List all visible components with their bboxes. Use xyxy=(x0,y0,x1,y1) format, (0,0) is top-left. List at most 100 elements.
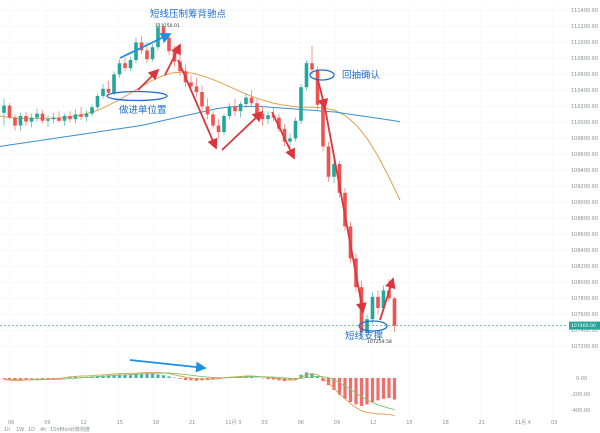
macd-bar xyxy=(332,378,336,390)
candle-body xyxy=(211,114,215,126)
annotation-pullback: 回抽确认 xyxy=(342,69,381,81)
x-tick-label: 21 xyxy=(189,420,195,426)
candle-body xyxy=(106,88,111,93)
y-tick-label: 108400.00 xyxy=(571,248,598,254)
annotation-resistance: 短线压制筹背驰点 xyxy=(150,8,227,20)
macd-bar xyxy=(167,376,171,378)
footer-item[interactable]: 对数刻度 xyxy=(70,426,90,433)
macd-bar xyxy=(189,378,193,381)
candle-body xyxy=(343,192,347,227)
candle-body xyxy=(128,60,133,68)
y-tick-label: 108600.00 xyxy=(571,232,598,238)
macd-bar xyxy=(112,374,116,378)
macd-bar xyxy=(354,378,358,405)
candle-body xyxy=(73,114,78,120)
candle-body xyxy=(299,87,303,121)
macd-bar xyxy=(310,373,314,378)
candle-body xyxy=(145,50,149,60)
ma-orange-line xyxy=(0,71,401,201)
macd-bar xyxy=(359,378,364,406)
y-tick-label: 107400.00 xyxy=(571,328,598,334)
timeframe-footer: 1h 1W 1D 4h 15m Mon 对数刻度 xyxy=(4,426,90,433)
x-tick-label: 18 xyxy=(442,420,448,426)
macd-bar xyxy=(29,378,34,379)
candle-body xyxy=(200,92,204,107)
candle-body xyxy=(227,106,232,116)
macd-bar xyxy=(150,374,155,378)
x-tick-label: 03 xyxy=(261,420,267,426)
footer-item[interactable]: 1D xyxy=(28,427,35,433)
candle-body xyxy=(244,97,248,104)
trend-arrow-down xyxy=(324,107,367,314)
candle-body xyxy=(68,116,72,120)
candle-body xyxy=(51,117,56,120)
candle-body xyxy=(24,116,28,122)
x-tick-label: 21 xyxy=(479,420,485,426)
macd-bar xyxy=(101,375,105,378)
trend-arrow-blue xyxy=(119,33,172,59)
macd-bar xyxy=(117,374,122,378)
macd-bar xyxy=(123,374,127,378)
y-tick-label: 110600.00 xyxy=(571,72,598,78)
y-tick-label: 109600.00 xyxy=(571,152,598,158)
macd-bar xyxy=(381,378,386,399)
y-tick-label: 110200.00 xyxy=(571,104,598,110)
footer-item[interactable]: 1W xyxy=(16,427,24,433)
x-axis-ticks: 06 09 12 15 18 21 11月 3 03 06 09 12 15 18 21 11月 4 03 xyxy=(8,420,557,426)
macd-bar xyxy=(343,378,347,399)
footer-item[interactable]: 1h xyxy=(4,427,10,433)
candle-body xyxy=(84,113,89,117)
x-tick-label: 12 xyxy=(80,420,86,426)
macd-bar xyxy=(134,374,138,378)
macd-bar xyxy=(183,378,188,380)
footer-item[interactable]: 15m xyxy=(50,427,61,433)
candle-body xyxy=(13,117,17,126)
last-price-value: 107460.00 xyxy=(571,323,596,329)
y-tick-label: 108800.00 xyxy=(571,216,598,222)
macd-bar xyxy=(128,375,133,378)
macd-bar xyxy=(365,378,369,405)
trend-arrows xyxy=(119,33,396,373)
candle-body xyxy=(29,117,34,122)
trend-arrow-up xyxy=(379,277,396,321)
annotation-entry: 做进单位置 xyxy=(119,104,167,116)
candle-body xyxy=(293,120,298,139)
macd-arrow-blue xyxy=(129,359,207,373)
support-ellipse xyxy=(358,320,388,332)
macd-bar xyxy=(7,378,12,380)
macd-bar xyxy=(376,378,380,401)
footer-item[interactable]: 4h xyxy=(40,427,46,433)
candle-body xyxy=(40,113,45,121)
candle-body xyxy=(326,146,331,177)
candle-body xyxy=(95,96,100,108)
candle-body xyxy=(57,117,61,121)
macd-bar xyxy=(139,374,144,378)
candle-body xyxy=(167,37,171,52)
candle-body xyxy=(46,119,50,121)
trend-arrow-down xyxy=(177,59,218,150)
macd-bar xyxy=(178,378,182,379)
x-tick-label: 06 xyxy=(8,420,14,426)
candle-body xyxy=(376,296,380,308)
y-tick-label: 109400.00 xyxy=(571,168,598,174)
y-tick-label: 108200.00 xyxy=(571,264,598,270)
candle-body xyxy=(277,117,281,129)
candle-body xyxy=(112,74,116,93)
candle-body xyxy=(205,106,210,115)
candle-body xyxy=(288,138,292,142)
macd-bar xyxy=(271,378,276,380)
y-tick-label: 111400.00 xyxy=(571,8,598,14)
macd-bar xyxy=(68,377,72,378)
candle-body xyxy=(249,97,254,104)
y-tick-label: 107600.00 xyxy=(571,312,598,318)
low-price-label: 107259.58 xyxy=(367,339,392,345)
macd-bar xyxy=(156,374,160,378)
candle-body xyxy=(370,296,375,320)
candle-body xyxy=(90,107,94,114)
macd-bar xyxy=(145,373,149,378)
footer-item[interactable]: Mon xyxy=(60,427,71,433)
candle-body xyxy=(18,116,23,126)
candle-body xyxy=(7,105,12,118)
macd-bar xyxy=(387,378,391,398)
